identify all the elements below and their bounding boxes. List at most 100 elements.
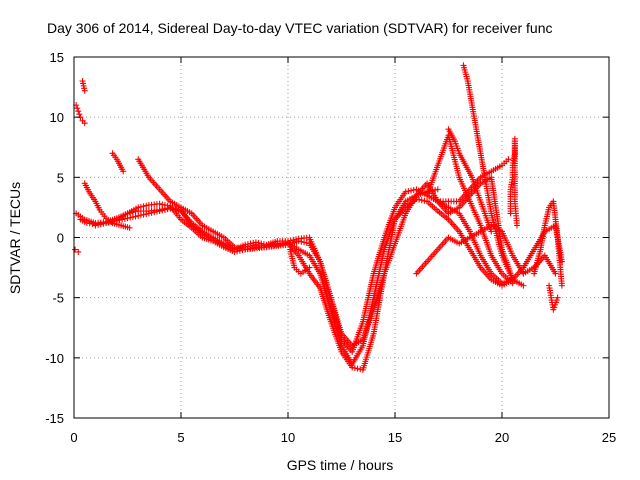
data-point-trail (490, 163, 503, 174)
data-point-trail (190, 212, 204, 227)
data-point-trail (74, 105, 81, 112)
data-point-trail (510, 254, 526, 275)
data-point-trail (382, 206, 398, 239)
data-point-trail (482, 176, 494, 215)
data-point-trail (554, 236, 565, 287)
data-point (81, 120, 88, 127)
data-point-trail (446, 128, 457, 143)
data-point-trail (542, 206, 552, 227)
data-point-trail (468, 248, 483, 269)
data-point-trail (169, 199, 182, 210)
data-point-trail (93, 200, 102, 211)
data-point (513, 222, 520, 229)
data-point-trail (212, 235, 225, 246)
series-track-6 (109, 150, 127, 175)
data-point-trail (328, 320, 344, 353)
y-tick-label: 0 (57, 231, 64, 246)
data-point-trail (148, 208, 160, 216)
series-track-4 (135, 156, 527, 349)
data-point (81, 87, 88, 94)
data-point-trail (307, 272, 322, 290)
data-point-trail (87, 190, 98, 203)
data-point-trail (547, 200, 555, 209)
chart-title: Day 306 of 2014, Sidereal Day-to-day VTE… (47, 20, 553, 36)
data-point (72, 246, 79, 253)
data-point-trail (521, 248, 536, 269)
data-point-trail (499, 254, 515, 281)
series-track-2 (92, 195, 516, 367)
data-point (552, 270, 559, 277)
data-point-trail (136, 158, 151, 179)
data-point-trail (478, 224, 494, 257)
x-tick-label: 15 (388, 430, 402, 445)
data-point-trail (436, 209, 450, 222)
data-point-trail (360, 308, 376, 341)
data-point-trail (360, 272, 377, 323)
data-point-trail (158, 188, 172, 203)
data-point-trail (447, 218, 461, 233)
x-tick-label: 0 (70, 430, 77, 445)
x-axis-label: GPS time / hours (287, 457, 394, 473)
data-point-trail (276, 240, 289, 248)
data-point-trail (469, 104, 479, 131)
data-point (135, 204, 142, 211)
data-point-trail (137, 211, 150, 219)
data-point-trail (546, 285, 554, 299)
axis-ticks: 0 5 10 15 20 25 -15 -10 -5 0 5 10 15 (45, 50, 616, 445)
data-point-trail (447, 235, 461, 246)
data-point (231, 244, 238, 251)
data-point-trail (126, 205, 140, 216)
data-point-trail (110, 152, 119, 161)
data-point-trail (478, 254, 494, 275)
data-point-trail (457, 212, 472, 233)
data-point-trail (461, 64, 471, 82)
data-point-trail (488, 212, 505, 257)
data-point-trail (82, 182, 91, 193)
data-point-trail (212, 229, 225, 240)
data-point-trail (340, 332, 354, 348)
data-point-trail (371, 236, 387, 275)
data-point-trail (437, 198, 449, 205)
data-point-trail (328, 296, 344, 335)
data-point-trail (148, 201, 160, 208)
data-point-trail (482, 212, 494, 233)
data-point (434, 186, 441, 193)
data-point-trail (550, 200, 561, 239)
data-point-trail (95, 220, 107, 227)
data-point-trail (531, 248, 543, 275)
data-point-trail (293, 266, 302, 275)
data-point-trail (448, 198, 460, 205)
data-point-trail (307, 242, 322, 263)
data-point-trail (512, 200, 520, 227)
data-point-trail (467, 200, 483, 227)
data-point-trail (111, 220, 122, 228)
data-point-trail (479, 266, 493, 281)
data-point (75, 108, 82, 115)
series-track-14 (460, 62, 516, 283)
series-track-5 (81, 180, 133, 231)
y-tick-label: -5 (52, 291, 64, 306)
data-point-trail (339, 350, 354, 369)
data-point-trail (542, 254, 558, 275)
data-point-trail (551, 297, 560, 311)
data-point-trail (201, 235, 214, 244)
grid-lines (74, 57, 609, 418)
series-track-18 (546, 282, 561, 313)
data-point-trail (537, 224, 548, 251)
data-point-trail (137, 208, 150, 215)
data-point-trail (452, 140, 462, 154)
data-point-trail (299, 266, 311, 276)
data-point-trail (287, 236, 300, 244)
data-point-trail (114, 158, 126, 173)
data-point (156, 200, 163, 207)
data-point-trail (317, 260, 334, 299)
data-point-trail (405, 186, 417, 195)
data-point-trail (147, 176, 162, 191)
data-point (554, 294, 561, 301)
data-point-trail (446, 134, 462, 179)
data-point-trail (458, 235, 471, 246)
data-point-trail (179, 209, 194, 225)
data-point-trail (351, 365, 364, 373)
data-point-trail (307, 254, 322, 275)
data-point-trail (501, 158, 510, 167)
